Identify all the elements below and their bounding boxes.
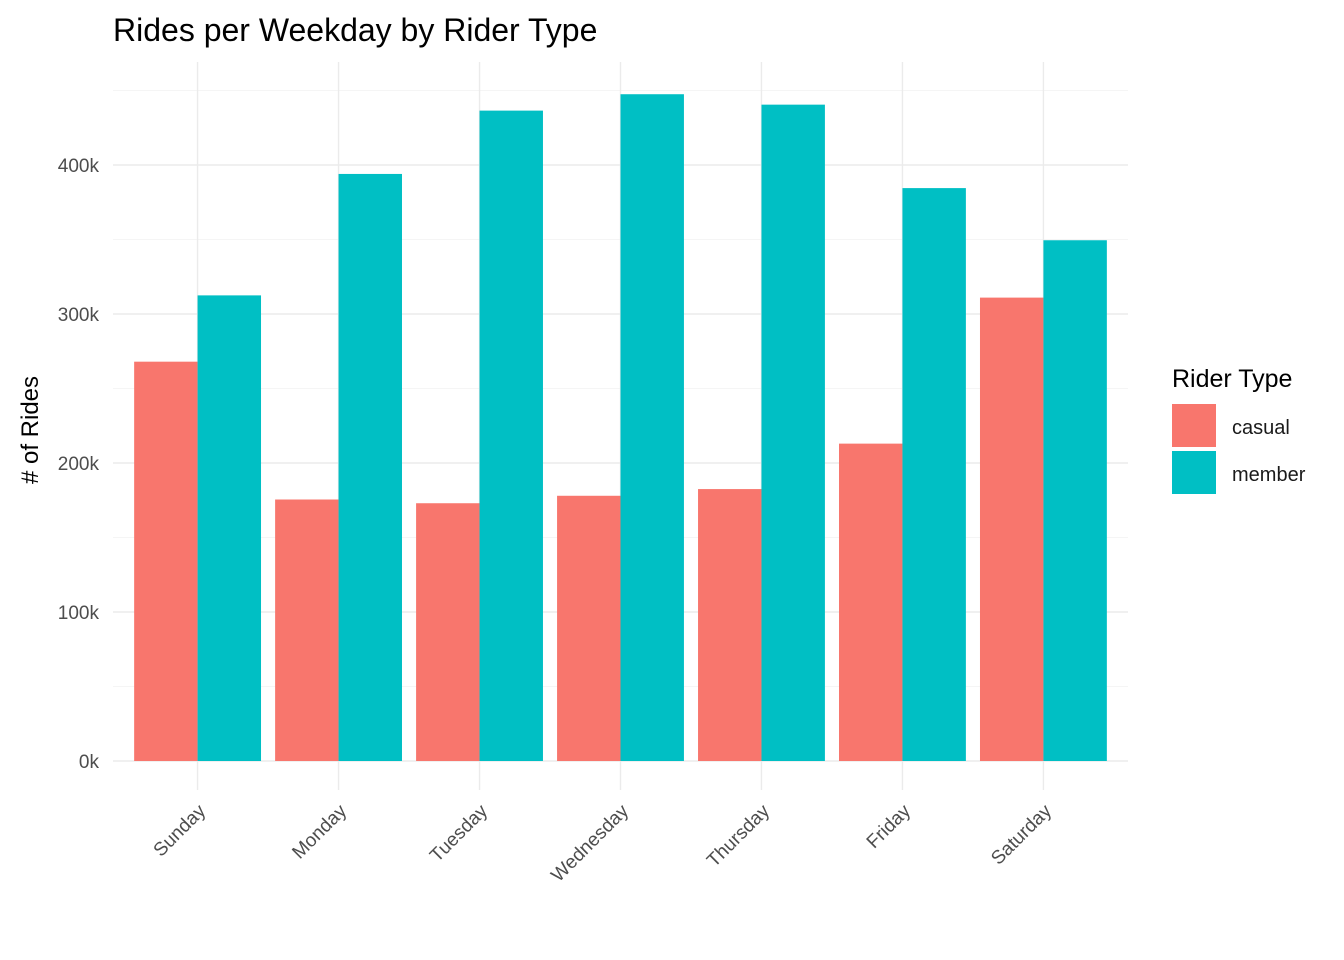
bar-member-saturday (1043, 240, 1107, 761)
bar-member-thursday (761, 104, 825, 761)
y-tick-label: 0k (79, 752, 100, 773)
y-axis-ticks: 0k 100k 200k 300k 400k (58, 156, 100, 773)
bar-casual-saturday (979, 297, 1044, 761)
x-tick-label: Wednesday (547, 800, 633, 886)
bar-member-sunday (197, 295, 262, 761)
legend-label-member: member (1232, 464, 1306, 486)
y-tick-label: 300k (58, 305, 100, 326)
legend-title: Rider Type (1172, 365, 1292, 393)
legend-label-casual: casual (1232, 417, 1290, 439)
y-tick-label: 400k (58, 156, 100, 177)
legend-key-member (1172, 451, 1216, 494)
x-tick-label: Saturday (987, 800, 1056, 869)
x-axis-ticks: Sunday Monday Tuesday Wednesday Thursday Frid… (150, 800, 1057, 886)
bars (134, 94, 1107, 762)
bar-member-monday (338, 173, 402, 761)
x-tick-label: Thursday (703, 800, 774, 871)
bar-member-tuesday (479, 110, 543, 762)
x-tick-label: Tuesday (426, 800, 492, 866)
y-axis-label: # of Rides (17, 376, 44, 484)
bar-casual-monday (275, 499, 339, 761)
bar-casual-wednesday (557, 495, 621, 761)
x-tick-label: Sunday (150, 800, 211, 861)
x-tick-label: Monday (288, 800, 351, 863)
bar-casual-sunday (134, 361, 198, 761)
chart-title: Rides per Weekday by Rider Type (113, 12, 597, 48)
bar-member-wednesday (620, 94, 684, 762)
x-tick-label: Friday (863, 800, 916, 853)
bar-casual-thursday (698, 489, 762, 761)
bar-casual-tuesday (416, 503, 480, 761)
legend-key-casual (1172, 404, 1216, 447)
bar-casual-friday (839, 443, 903, 761)
bar-member-friday (902, 188, 966, 762)
y-tick-label: 200k (58, 454, 100, 475)
y-tick-label: 100k (58, 603, 100, 624)
legend: Rider Type casual member (1172, 365, 1306, 494)
